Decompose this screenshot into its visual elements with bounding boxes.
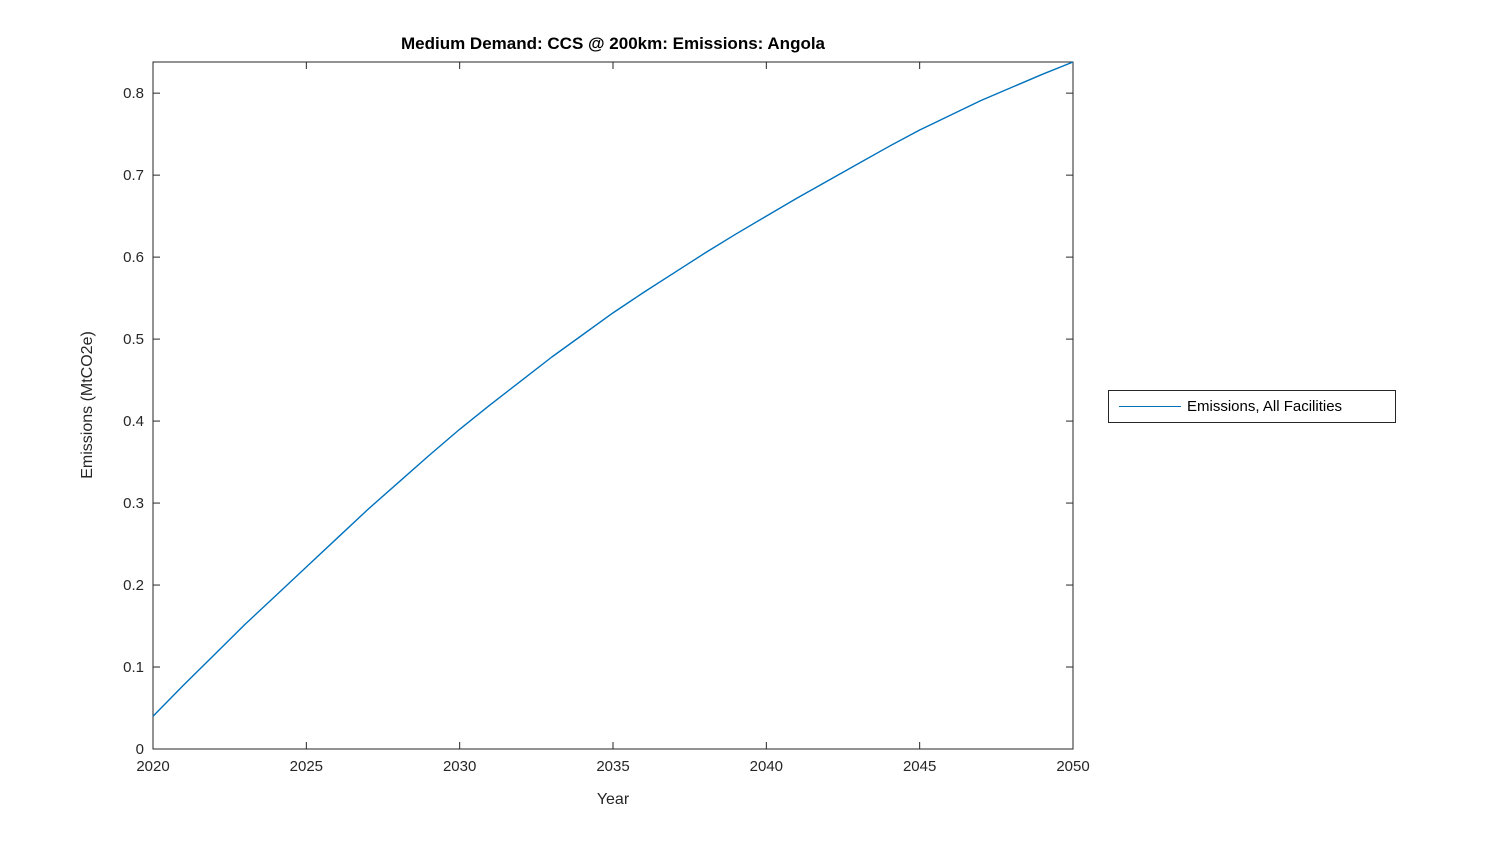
x-tick-label: 2025 <box>290 758 323 775</box>
x-tick-label: 2040 <box>750 758 783 775</box>
y-tick-label: 0.6 <box>123 249 144 266</box>
x-tick-label: 2030 <box>443 758 476 775</box>
x-tick-label: 2035 <box>596 758 629 775</box>
y-tick-label: 0.2 <box>123 577 144 594</box>
legend: Emissions, All Facilities <box>1108 390 1396 423</box>
y-tick-label: 0 <box>136 741 144 758</box>
y-tick-label: 0.5 <box>123 331 144 348</box>
x-tick-label: 2050 <box>1056 758 1089 775</box>
legend-line-sample <box>1119 406 1181 407</box>
x-tick-label: 2020 <box>136 758 169 775</box>
y-tick-label: 0.1 <box>123 659 144 676</box>
y-tick-label: 0.7 <box>123 167 144 184</box>
x-tick-label: 2045 <box>903 758 936 775</box>
x-axis-label: Year <box>596 791 630 808</box>
y-tick-label: 0.8 <box>123 85 144 102</box>
y-tick-label: 0.3 <box>123 495 144 512</box>
series-line <box>152 61 1074 717</box>
axes-box <box>152 61 1074 750</box>
y-tick-label: 0.4 <box>123 413 144 430</box>
y-axis-label: Emissions (MtCO2e) <box>79 331 96 479</box>
chart-title: Medium Demand: CCS @ 200km: Emissions: A… <box>400 34 826 53</box>
legend-entry-label: Emissions, All Facilities <box>1187 398 1343 415</box>
